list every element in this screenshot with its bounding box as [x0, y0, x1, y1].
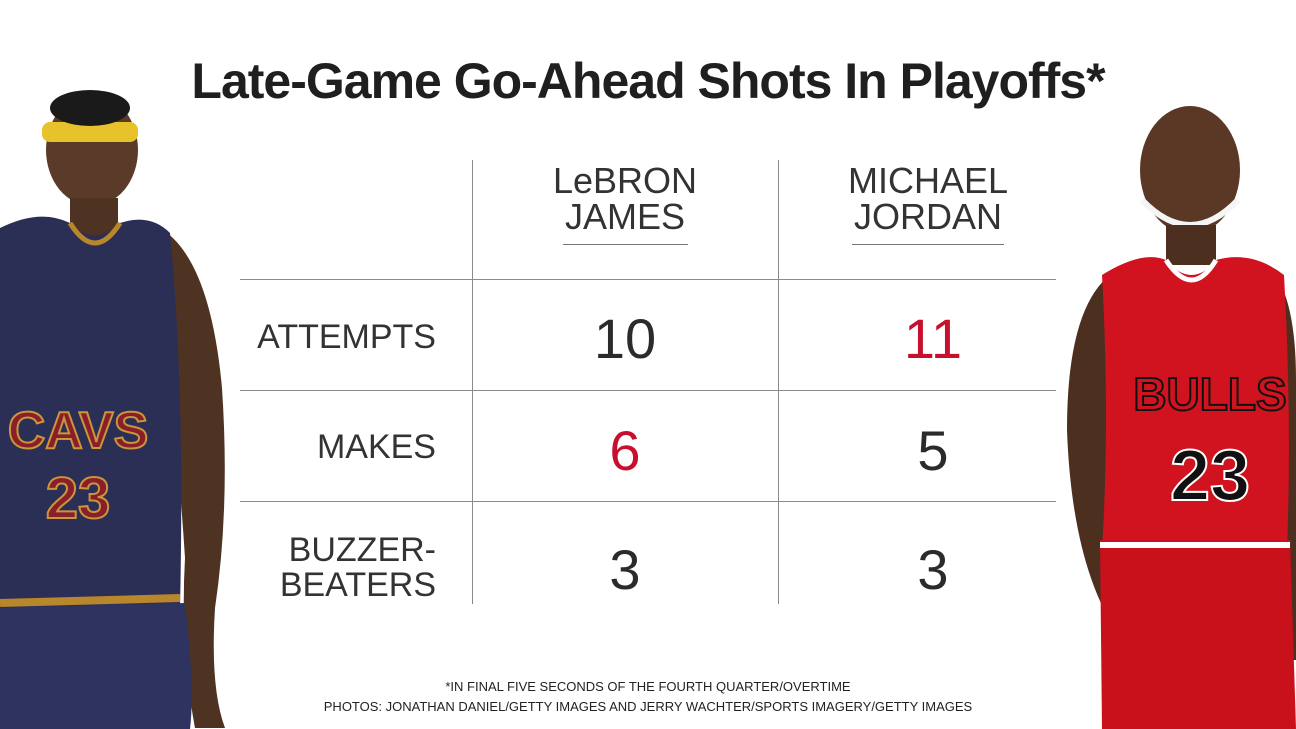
footnote-definition: *IN FINAL FIVE SECONDS OF THE FOURTH QUA…	[445, 679, 851, 694]
cell-buzzer-beaters-lebron: 3	[609, 538, 641, 601]
column-divider-1	[472, 160, 473, 604]
row-divider-3	[240, 501, 1056, 502]
column-header-underline	[563, 244, 688, 245]
photo-credits: PHOTOS: JONATHAN DANIEL/GETTY IMAGES AND…	[323, 699, 973, 714]
row-label-buzzer-beaters: BUZZER- BEATERS	[236, 533, 436, 603]
michael-jordan-photo: BULLS 23	[1062, 100, 1296, 729]
svg-text:23: 23	[46, 466, 111, 531]
cavs-jersey	[0, 216, 182, 614]
cell-makes-lebron: 6	[609, 419, 641, 482]
row-label-makes: MAKES	[316, 428, 436, 466]
column-header-line2: JORDAN	[853, 196, 1002, 237]
row-label-attempts: ATTEMPTS	[257, 318, 436, 356]
cell-makes-jordan: 5	[917, 419, 949, 482]
row-divider-1	[240, 279, 1056, 280]
svg-text:CAVS: CAVS	[8, 402, 149, 460]
column-header-underline	[852, 244, 1004, 245]
cell-buzzer-beaters-jordan: 3	[917, 538, 949, 601]
row-label-line2: BEATERS	[279, 566, 436, 604]
column-header-lebron: LeBRON JAMES	[525, 160, 725, 245]
column-divider-2	[778, 160, 779, 604]
row-divider-2	[240, 390, 1056, 391]
row-label-line1: BUZZER-	[288, 531, 436, 569]
cell-attempts-lebron: 10	[593, 307, 657, 370]
column-header-line2: JAMES	[564, 196, 686, 237]
cell-attempts-jordan: 11	[903, 307, 963, 370]
chart-title: Late-Game Go-Ahead Shots In Playoffs*	[191, 53, 1105, 109]
column-header-line1: MICHAEL	[847, 160, 1009, 201]
lebron-james-photo: CAVS 23	[0, 88, 240, 729]
column-header-jordan: MICHAEL JORDAN	[828, 160, 1028, 245]
svg-text:BULLS: BULLS	[1133, 368, 1286, 420]
svg-text:23: 23	[1170, 436, 1250, 516]
bulls-jersey	[1102, 257, 1289, 550]
column-header-line1: LeBRON	[552, 160, 698, 201]
